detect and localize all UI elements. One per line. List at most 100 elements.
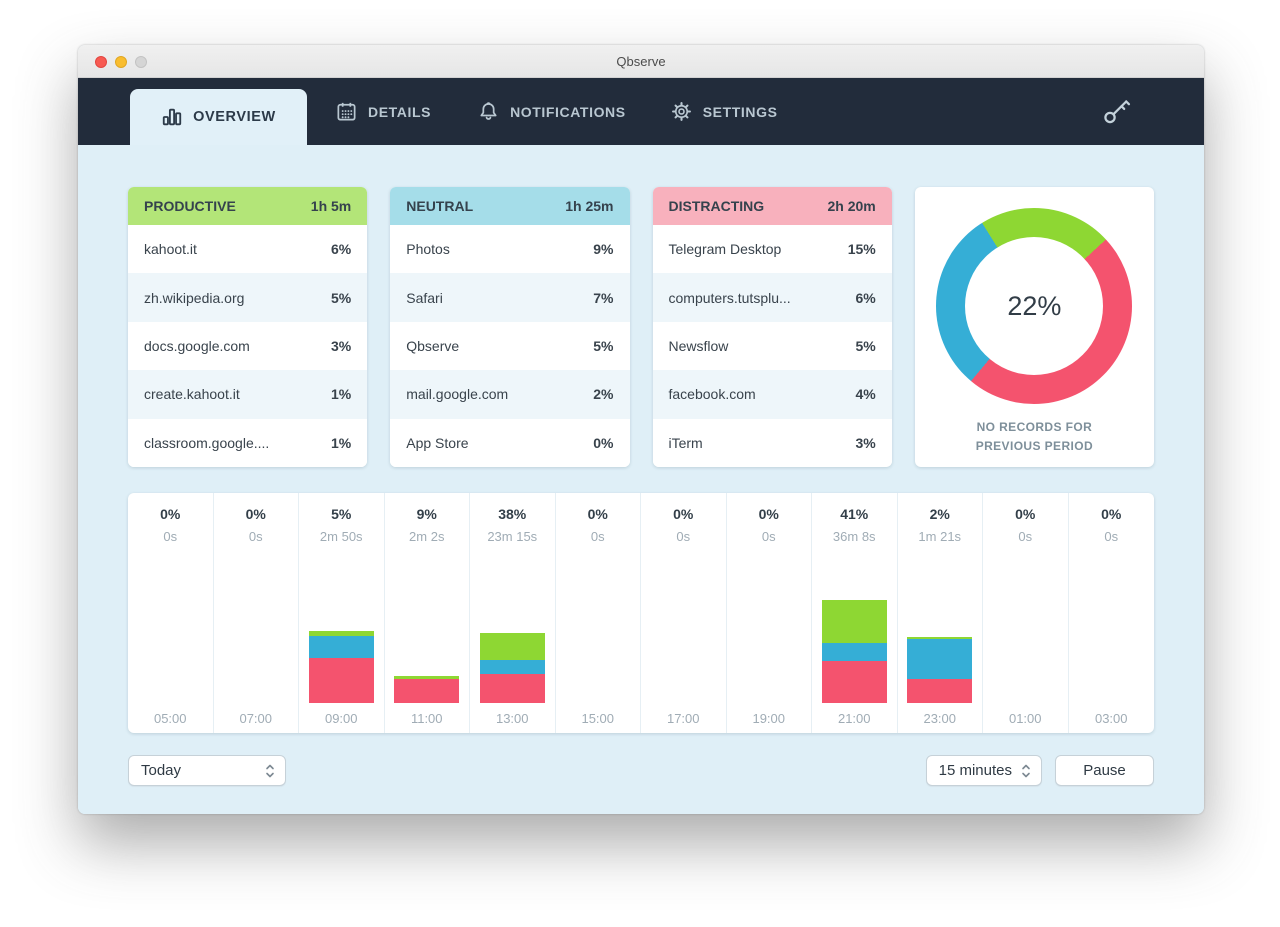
donut-chart: 22% bbox=[936, 208, 1133, 404]
column-duration: 0s bbox=[676, 529, 691, 544]
category-duration: 1h 5m bbox=[310, 198, 352, 214]
overview-content: PRODUCTIVE 1h 5m kahoot.it 6% zh.wikipedi… bbox=[78, 145, 1204, 814]
key-icon bbox=[1102, 98, 1132, 125]
window-title: Qbserve bbox=[616, 53, 666, 69]
period-select[interactable]: Today bbox=[128, 755, 286, 786]
list-item[interactable]: kahoot.it 6% bbox=[128, 225, 368, 274]
tab-details[interactable]: DETAILS bbox=[335, 100, 431, 123]
category-name: NEUTRAL bbox=[406, 198, 474, 214]
column-percent: 9% bbox=[416, 506, 437, 522]
productive-card: PRODUCTIVE 1h 5m kahoot.it 6% zh.wikipedi… bbox=[128, 187, 368, 467]
list-item[interactable]: mail.google.com 2% bbox=[390, 370, 630, 419]
list-item[interactable]: computers.tutsplu... 6% bbox=[652, 273, 892, 322]
list-item[interactable]: facebook.com 4% bbox=[652, 370, 892, 419]
item-percent: 1% bbox=[331, 386, 352, 403]
category-duration: 1h 25m bbox=[565, 198, 614, 214]
list-item[interactable]: App Store 0% bbox=[390, 418, 630, 467]
item-label: Photos bbox=[406, 241, 450, 258]
item-label: Qbserve bbox=[406, 338, 460, 355]
stacked-bar bbox=[821, 600, 887, 703]
column-percent: 41% bbox=[840, 506, 869, 522]
pause-button-label: Pause bbox=[1083, 762, 1126, 779]
item-label: classroom.google.... bbox=[144, 434, 270, 451]
list-item[interactable]: create.kahoot.it 1% bbox=[128, 370, 368, 419]
productivity-percent: 22% bbox=[1007, 290, 1062, 321]
column-percent: 5% bbox=[331, 506, 352, 522]
column-percent: 38% bbox=[498, 506, 527, 522]
timeline-column: 5% 2m 50s 09:00 bbox=[299, 493, 385, 733]
category-name: DISTRACTING bbox=[668, 198, 765, 214]
title-bar[interactable]: Qbserve bbox=[78, 45, 1204, 78]
item-label: computers.tutsplu... bbox=[668, 289, 791, 306]
timeline-chart: 0% 0s 05:00 0% 0s 07:00 5% 2m 50s 09:00 … bbox=[128, 493, 1154, 733]
item-label: Newsflow bbox=[668, 338, 729, 355]
zoom-button[interactable] bbox=[135, 55, 147, 68]
interval-select[interactable]: 15 minutes bbox=[925, 755, 1042, 786]
column-time: 01:00 bbox=[1008, 710, 1042, 726]
column-duration: 36m 8s bbox=[832, 529, 876, 544]
distracting-card-header: DISTRACTING 2h 20m bbox=[652, 187, 892, 225]
item-percent: 9% bbox=[593, 241, 614, 258]
timeline-column: 0% 0s 17:00 bbox=[641, 493, 727, 733]
productive-card-header: PRODUCTIVE 1h 5m bbox=[128, 187, 368, 225]
footer-controls: Today 15 minutes Pause bbox=[128, 755, 1154, 786]
column-duration: 2m 2s bbox=[409, 529, 445, 544]
tab-overview[interactable]: OVERVIEW bbox=[130, 89, 307, 145]
timeline-column: 0% 0s 07:00 bbox=[214, 493, 299, 733]
item-percent: 7% bbox=[593, 289, 614, 306]
list-item[interactable]: Newsflow 5% bbox=[652, 321, 892, 371]
timeline-column: 41% 36m 8s 21:00 bbox=[812, 493, 898, 733]
close-button[interactable] bbox=[95, 55, 107, 68]
license-key-button[interactable] bbox=[1102, 98, 1132, 125]
list-item[interactable]: Safari 7% bbox=[390, 273, 630, 322]
neutral-rows: Photos 9% Safari 7% Qbserve 5% mail.google.… bbox=[390, 225, 630, 467]
list-item[interactable]: iTerm 3% bbox=[652, 418, 892, 467]
item-percent: 4% bbox=[855, 386, 876, 403]
item-percent: 5% bbox=[331, 289, 352, 306]
nav-bar: OVERVIEW DETAILS bbox=[78, 78, 1204, 145]
tab-settings-label: SETTINGS bbox=[702, 103, 778, 120]
stacked-bar bbox=[907, 637, 973, 703]
tab-notifications[interactable]: NOTIFICATIONS bbox=[477, 100, 626, 123]
column-duration: 0s bbox=[248, 529, 263, 544]
tab-notifications-label: NOTIFICATIONS bbox=[510, 103, 626, 120]
tab-details-label: DETAILS bbox=[368, 103, 432, 120]
stepper-icon bbox=[1020, 762, 1032, 780]
tab-settings[interactable]: SETTINGS bbox=[670, 100, 778, 123]
column-time: 21:00 bbox=[837, 710, 871, 726]
footer-right-group: 15 minutes Pause bbox=[925, 755, 1154, 786]
neutral-card: NEUTRAL 1h 25m Photos 9% Safari 7% Qbserve… bbox=[390, 187, 630, 467]
column-percent: 0% bbox=[673, 506, 694, 522]
list-item[interactable]: docs.google.com 3% bbox=[128, 321, 368, 371]
stepper-icon bbox=[264, 762, 276, 780]
item-percent: 15% bbox=[847, 241, 876, 258]
item-percent: 5% bbox=[593, 338, 614, 355]
column-duration: 0s bbox=[761, 529, 776, 544]
item-percent: 2% bbox=[593, 386, 614, 403]
pause-button[interactable]: Pause bbox=[1055, 755, 1154, 786]
minimize-button[interactable] bbox=[115, 55, 127, 68]
column-percent: 0% bbox=[160, 506, 181, 522]
bar-chart-icon bbox=[161, 106, 183, 128]
tab-overview-label: OVERVIEW bbox=[193, 109, 276, 125]
list-item[interactable]: Qbserve 5% bbox=[390, 321, 630, 371]
productivity-donut-card: 22% NO RECORDS FOR PREVIOUS PERIOD bbox=[914, 187, 1154, 467]
item-percent: 6% bbox=[855, 289, 876, 306]
gear-icon bbox=[670, 100, 693, 123]
item-percent: 1% bbox=[331, 434, 352, 451]
list-item[interactable]: classroom.google.... 1% bbox=[128, 418, 368, 467]
item-label: iTerm bbox=[668, 434, 703, 451]
timeline-column: 0% 0s 05:00 bbox=[128, 493, 214, 733]
stacked-bar bbox=[308, 631, 374, 703]
list-item[interactable]: Photos 9% bbox=[390, 225, 630, 274]
column-duration: 0s bbox=[163, 529, 178, 544]
timeline-column: 2% 1m 21s 23:00 bbox=[898, 493, 983, 733]
traffic-lights bbox=[95, 45, 147, 78]
column-duration: 0s bbox=[590, 529, 605, 544]
list-item[interactable]: zh.wikipedia.org 5% bbox=[128, 273, 368, 322]
item-label: kahoot.it bbox=[144, 241, 197, 258]
list-item[interactable]: Telegram Desktop 15% bbox=[652, 225, 892, 274]
column-time: 05:00 bbox=[153, 710, 187, 726]
timeline-column: 0% 0s 03:00 bbox=[1069, 493, 1155, 733]
productive-rows: kahoot.it 6% zh.wikipedia.org 5% docs.goog… bbox=[128, 225, 368, 467]
